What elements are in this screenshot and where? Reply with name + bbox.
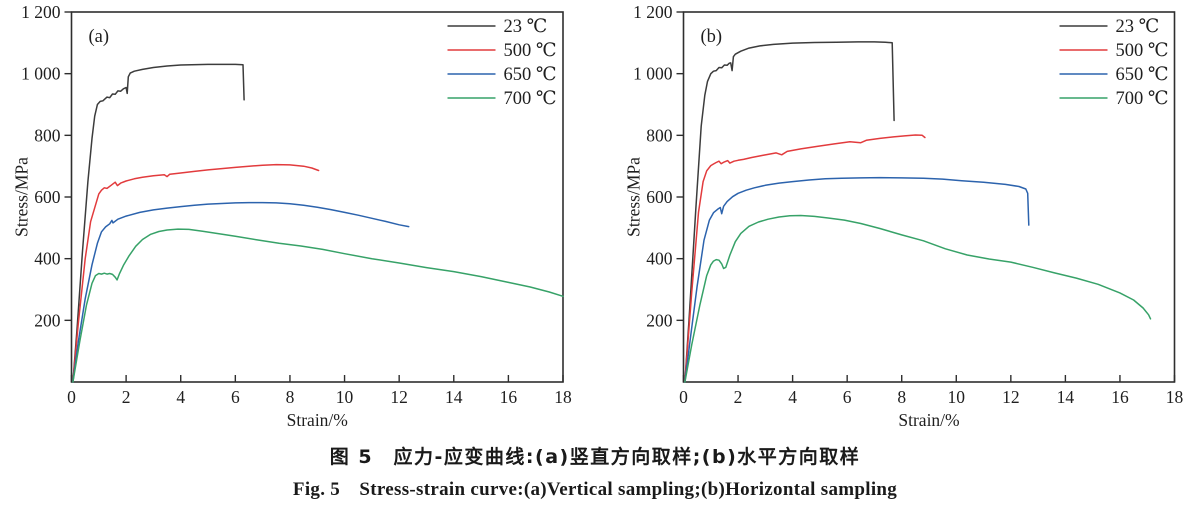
y-tick-label: 800 (34, 125, 61, 145)
legend-label: 23 ℃ (504, 17, 548, 37)
legend-label: 700 ℃ (504, 89, 557, 109)
legend-item: 500 ℃ (1059, 41, 1169, 61)
panel-a: 0 2 4 6 8 10 12 14 16 18 200 400 600 800 1 000 1 200 Str… (12, 2, 573, 430)
legend-label: 500 ℃ (1116, 41, 1169, 61)
x-tick-label: 10 (336, 387, 354, 407)
y-tick-label: 800 (646, 125, 673, 145)
x-tick-label: 16 (500, 387, 518, 407)
x-tick-label: 6 (843, 387, 852, 407)
x-tick-label: 18 (1166, 387, 1184, 407)
x-tick-label: 14 (1057, 387, 1075, 407)
y-axis-label: Stress/MPa (12, 157, 32, 237)
x-tick-label: 12 (390, 387, 408, 407)
x-tick-label: 8 (286, 387, 295, 407)
panel-label: (b) (701, 27, 723, 47)
y-tick-label: 200 (646, 310, 673, 330)
x-tick-label: 10 (948, 387, 966, 407)
x-tick-label: 14 (445, 387, 463, 407)
legend-item: 650 ℃ (1059, 65, 1169, 85)
legend-label: 650 ℃ (504, 65, 557, 85)
legend-item: 23 ℃ (1059, 17, 1160, 37)
x-tick-label: 4 (176, 387, 185, 407)
dual-panel-chart: 0 2 4 6 8 10 12 14 16 18 200 400 600 800 1 000 1 200 Str… (12, 2, 1184, 430)
y-tick-label: 400 (646, 249, 673, 269)
y-tick-label: 1 200 (633, 2, 673, 22)
x-tick-label: 8 (897, 387, 906, 407)
legend-item: 700 ℃ (447, 89, 557, 109)
curve-700 ℃ (72, 228, 564, 383)
curve-650 ℃ (684, 176, 1030, 383)
y-tick-label: 200 (34, 310, 61, 330)
x-tick-label: 6 (231, 387, 240, 407)
y-tick-label: 600 (646, 187, 673, 207)
curve-500 ℃ (684, 134, 926, 383)
y-tick-label: 1 000 (21, 64, 61, 84)
curve-23 ℃ (684, 41, 895, 383)
caption-chinese: 图 5 应力-应变曲线:(a)竖直方向取样;(b)水平方向取样 (329, 446, 861, 468)
x-tick-label: 16 (1111, 387, 1129, 407)
curve-500 ℃ (72, 163, 320, 383)
legend-label: 500 ℃ (504, 41, 557, 61)
panel-b: 0 2 4 6 8 10 12 14 16 18 200 400 600 800 1 000 1 200 Str… (624, 2, 1184, 430)
x-tick-label: 2 (122, 387, 131, 407)
curve-700 ℃ (684, 214, 1152, 383)
legend-label: 23 ℃ (1116, 17, 1160, 37)
panel-label: (a) (89, 27, 110, 47)
x-tick-label: 4 (788, 387, 797, 407)
x-tick-label: 2 (734, 387, 743, 407)
x-axis-label: Strain/% (898, 410, 959, 430)
legend-item: 23 ℃ (447, 17, 548, 37)
x-tick-label: 18 (554, 387, 572, 407)
legend-label: 700 ℃ (1116, 89, 1169, 109)
y-tick-label: 400 (34, 249, 61, 269)
x-tick-label: 12 (1002, 387, 1020, 407)
legend-label: 650 ℃ (1116, 65, 1169, 85)
x-tick-label: 0 (67, 387, 76, 407)
plot-frame (70, 11, 564, 383)
y-tick-label: 600 (34, 187, 61, 207)
caption-english: Fig. 5 Stress-strain curve:(a)Vertical s… (292, 479, 898, 500)
legend-item: 650 ℃ (447, 65, 557, 85)
y-axis-label: Stress/MPa (624, 157, 644, 237)
x-axis-label: Strain/% (287, 410, 348, 430)
plot-frame (682, 11, 1176, 383)
y-tick-label: 1 000 (633, 64, 673, 84)
curve-23 ℃ (72, 63, 245, 383)
legend-item: 700 ℃ (1059, 89, 1169, 109)
legend-item: 500 ℃ (447, 41, 557, 61)
y-tick-label: 1 200 (21, 2, 61, 22)
x-tick-label: 0 (679, 387, 688, 407)
curve-650 ℃ (72, 201, 410, 383)
